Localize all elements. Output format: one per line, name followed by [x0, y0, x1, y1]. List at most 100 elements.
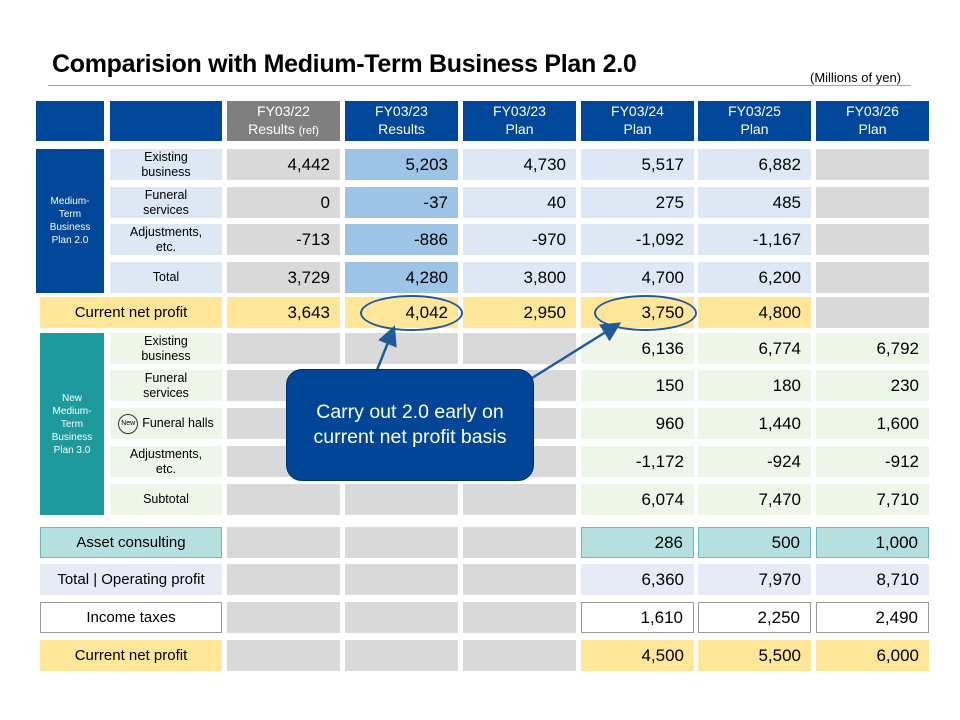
value-cell [227, 564, 340, 595]
row-label: Asset consulting [40, 527, 222, 558]
row-label: Total | Operating profit [40, 564, 222, 595]
value-cell: -713 [227, 224, 340, 255]
value-cell: 485 [698, 187, 811, 218]
value-cell: 8,710 [816, 564, 929, 595]
value-cell [227, 527, 340, 558]
row-label-text: Funeral halls [142, 416, 214, 430]
value-cell: -1,167 [698, 224, 811, 255]
column-header: FY03/24 Plan [581, 101, 694, 141]
value-cell [816, 149, 929, 180]
value-cell [345, 333, 458, 364]
value-cell: 3,800 [463, 262, 576, 293]
column-header: FY03/23 Results [345, 101, 458, 141]
value-cell: 6,000 [816, 640, 929, 671]
row-label: Subtotal [110, 484, 222, 515]
header-blank-2 [110, 101, 222, 141]
value-cell: 40 [463, 187, 576, 218]
value-cell: 6,792 [816, 333, 929, 364]
value-cell: 4,280 [345, 262, 458, 293]
row-label: Total [110, 262, 222, 293]
column-type: Plan [623, 121, 652, 137]
row-label: Existing business [110, 149, 222, 180]
value-cell: 1,440 [698, 408, 811, 439]
column-type: Plan [505, 121, 534, 137]
column-header: FY03/26 Plan [816, 101, 929, 141]
group-label-plan30: New Medium-Term Business Plan 3.0 [40, 333, 104, 515]
value-cell: 2,950 [463, 297, 576, 328]
column-header: FY03/25 Plan [698, 101, 811, 141]
arrow-to-fy24-plan [531, 322, 622, 380]
value-cell: 3,643 [227, 297, 340, 328]
row-label: Adjustments, etc. [110, 224, 222, 255]
value-cell: 230 [816, 370, 929, 401]
value-cell [345, 527, 458, 558]
value-cell: -912 [816, 446, 929, 477]
page-title: Comparision with Medium-Term Business Pl… [52, 50, 637, 78]
value-cell: 275 [581, 187, 694, 218]
value-cell: 7,470 [698, 484, 811, 515]
value-cell: -970 [463, 224, 576, 255]
title-divider [48, 85, 911, 86]
value-cell: -1,092 [581, 224, 694, 255]
value-cell: -37 [345, 187, 458, 218]
value-cell: -924 [698, 446, 811, 477]
value-cell [463, 527, 576, 558]
value-cell: 4,730 [463, 149, 576, 180]
value-cell [463, 484, 576, 515]
row-label: Current net profit [40, 640, 222, 671]
value-cell: 2,490 [816, 602, 929, 633]
value-cell [463, 333, 576, 364]
value-cell: 6,200 [698, 262, 811, 293]
column-year: FY03/24 [611, 103, 664, 119]
value-cell: -1,172 [581, 446, 694, 477]
value-cell [463, 640, 576, 671]
column-year: FY03/25 [728, 103, 781, 119]
row-label: Adjustments, etc. [110, 446, 222, 477]
value-cell: 2,250 [698, 602, 811, 633]
row-label: New Funeral halls [110, 408, 222, 439]
arrow-to-fy23-results [375, 325, 397, 371]
value-cell: 180 [698, 370, 811, 401]
column-header: FY03/22 Results (ref) [227, 101, 340, 141]
value-cell: 500 [698, 527, 811, 558]
value-cell [463, 602, 576, 633]
value-cell [463, 564, 576, 595]
value-cell: 6,136 [581, 333, 694, 364]
row-label: Existing business [110, 333, 222, 364]
value-cell: 1,600 [816, 408, 929, 439]
column-note: (ref) [298, 125, 319, 137]
value-cell [816, 297, 929, 328]
highlight-ellipse-fy24 [594, 295, 697, 331]
row-label: Funeral services [110, 370, 222, 401]
value-cell: 5,500 [698, 640, 811, 671]
value-cell [816, 224, 929, 255]
group-label-plan20: Medium-Term Business Plan 2.0 [36, 149, 104, 293]
value-cell: 7,970 [698, 564, 811, 595]
column-year: FY03/22 [257, 103, 310, 119]
column-type: Plan [858, 121, 887, 137]
column-type: Results [248, 121, 295, 137]
row-label: Income taxes [40, 602, 222, 633]
value-cell: 6,882 [698, 149, 811, 180]
value-cell [345, 640, 458, 671]
new-badge-icon: New [118, 413, 139, 434]
highlight-ellipse-fy23 [360, 295, 463, 331]
value-cell: 3,729 [227, 262, 340, 293]
unit-label: (Millions of yen) [810, 70, 902, 85]
value-cell: 4,442 [227, 149, 340, 180]
column-year: FY03/23 [375, 103, 428, 119]
value-cell: 150 [581, 370, 694, 401]
value-cell: 286 [581, 527, 694, 558]
value-cell [227, 333, 340, 364]
value-cell: 4,800 [698, 297, 811, 328]
column-year: FY03/23 [493, 103, 546, 119]
value-cell [227, 484, 340, 515]
value-cell: 7,710 [816, 484, 929, 515]
header-blank-1 [36, 101, 104, 141]
value-cell: 6,774 [698, 333, 811, 364]
value-cell: 0 [227, 187, 340, 218]
value-cell: -886 [345, 224, 458, 255]
value-cell [816, 187, 929, 218]
